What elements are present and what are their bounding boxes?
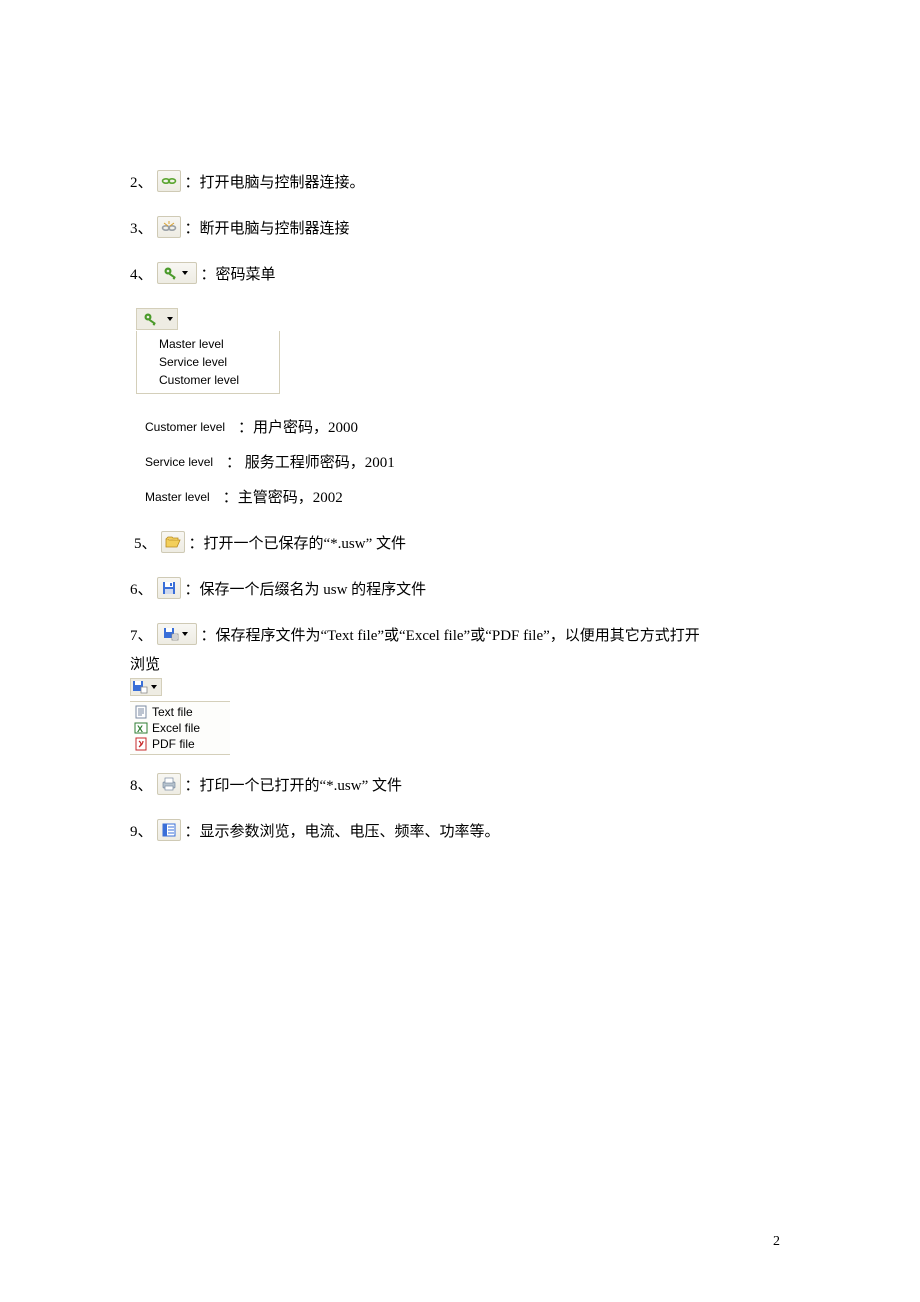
chevron-down-icon [151, 685, 157, 689]
chevron-down-icon [182, 632, 188, 636]
customer-level-label: Customer level [138, 417, 232, 437]
item-6-number: 6、 [130, 578, 153, 599]
item-8-number: 8、 [130, 774, 153, 795]
password-menu-dropdown: Master level Service level Customer leve… [136, 308, 790, 394]
item-7: 7、 ：保存程序文件为“Text file”或“Excel file”或“PDF… [130, 623, 790, 645]
text-file-icon [134, 705, 148, 719]
customer-level-desc: Customer level ：用户密码，2000 [138, 416, 790, 437]
page-number: 2 [773, 1234, 780, 1250]
pdf-file-label: PDF file [152, 737, 195, 751]
text-file-label: Text file [152, 705, 193, 719]
item-7-text-b: 浏览 [130, 653, 790, 674]
menu-item-pdf-file[interactable]: PDF file [130, 736, 230, 752]
item-9: 9、 ：显示参数浏览，电流、电压、频率、功率等。 [130, 819, 790, 841]
item-6-text: ：保存一个后缀名为 usw 的程序文件 [185, 578, 427, 599]
service-level-text: ： 服务工程师密码，2001 [226, 451, 395, 472]
excel-file-icon: X [134, 721, 148, 735]
item-9-text: ：显示参数浏览，电流、电压、频率、功率等。 [185, 820, 500, 841]
print-icon[interactable] [157, 773, 181, 795]
item-2-number: 2、 [130, 171, 153, 192]
menu-item-text-file[interactable]: Text file [130, 704, 230, 720]
item-4-text: ：密码菜单 [201, 263, 276, 284]
menu-item-service[interactable]: Service level [159, 353, 279, 371]
item-3-text: ：断开电脑与控制器连接 [185, 217, 350, 238]
svg-text:X: X [137, 724, 143, 734]
item-6: 6、 ：保存一个后缀名为 usw 的程序文件 [130, 577, 790, 599]
save-file-icon[interactable] [157, 577, 181, 599]
connect-icon[interactable] [157, 170, 181, 192]
menu-item-master[interactable]: Master level [159, 335, 279, 353]
item-4: 4、 ：密码菜单 [130, 262, 790, 284]
item-9-number: 9、 [130, 820, 153, 841]
parameter-view-icon[interactable] [157, 819, 181, 841]
menu-item-customer[interactable]: Customer level [159, 371, 279, 389]
item-8-text: ：打印一个已打开的“*.usw” 文件 [185, 774, 403, 795]
item-2-text: ：打开电脑与控制器连接。 [185, 171, 365, 192]
item-3-number: 3、 [130, 217, 153, 238]
master-level-desc: Master level ：主管密码，2002 [138, 486, 790, 507]
item-5-text: ：打开一个已保存的“*.usw” 文件 [189, 532, 407, 553]
password-menu-list: Master level Service level Customer leve… [136, 331, 280, 394]
service-level-label: Service level [138, 452, 220, 472]
disconnect-icon[interactable] [157, 216, 181, 238]
open-file-icon[interactable] [161, 531, 185, 553]
pdf-file-icon [134, 737, 148, 751]
save-as-header[interactable] [130, 678, 162, 696]
item-8: 8、 ：打印一个已打开的“*.usw” 文件 [130, 773, 790, 795]
customer-level-text: ：用户密码，2000 [238, 416, 358, 437]
master-level-text: ：主管密码，2002 [223, 486, 343, 507]
excel-file-label: Excel file [152, 721, 200, 735]
item-5: 5、 ：打开一个已保存的“*.usw” 文件 [130, 531, 790, 553]
item-7-text-a: ：保存程序文件为“Text file”或“Excel file”或“PDF fi… [201, 624, 700, 645]
document-page: 2、 ：打开电脑与控制器连接。 3、 ：断开电脑与控制器连接 4、 ：密码菜单 … [0, 0, 920, 1302]
key-icon [142, 310, 160, 328]
save-as-dropdown: Text file X Excel file PDF file [130, 678, 230, 755]
save-as-menu-button[interactable] [157, 623, 197, 645]
item-3: 3、 ：断开电脑与控制器连接 [130, 216, 790, 238]
item-2: 2、 ：打开电脑与控制器连接。 [130, 170, 790, 192]
master-level-label: Master level [138, 487, 217, 507]
chevron-down-icon [167, 317, 173, 321]
item-5-number: 5、 [134, 532, 157, 553]
service-level-desc: Service level ： 服务工程师密码，2001 [138, 451, 790, 472]
save-as-list: Text file X Excel file PDF file [130, 701, 230, 755]
password-menu-button[interactable] [157, 262, 197, 284]
item-4-number: 4、 [130, 263, 153, 284]
chevron-down-icon [182, 271, 188, 275]
menu-item-excel-file[interactable]: X Excel file [130, 720, 230, 736]
item-7-number: 7、 [130, 624, 153, 645]
password-menu-header[interactable] [136, 308, 178, 330]
